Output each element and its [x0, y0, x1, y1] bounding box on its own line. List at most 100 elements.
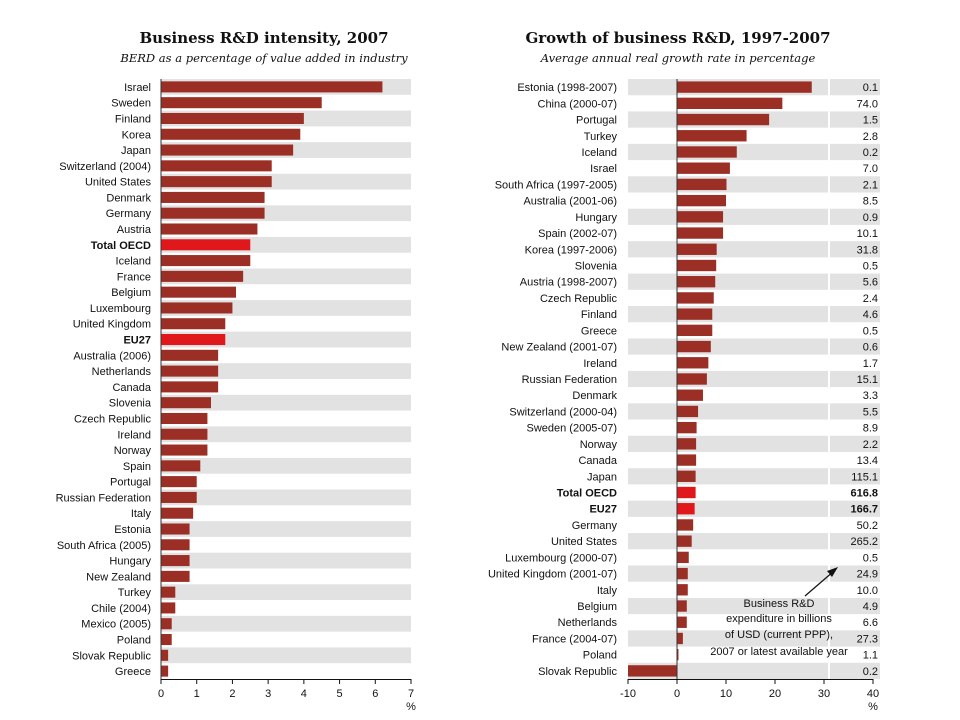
bar — [161, 381, 219, 393]
row-stripe — [161, 394, 411, 411]
expenditure-value: 8.9 — [863, 423, 878, 435]
bar — [677, 632, 683, 645]
bar — [161, 334, 226, 346]
bar — [677, 616, 687, 628]
bar — [677, 486, 696, 499]
bar — [677, 211, 724, 223]
bar — [677, 178, 727, 191]
category-label: Sweden (2005-07) — [526, 423, 617, 435]
x-tick-label: 6 — [372, 688, 378, 700]
right-chart-title: Growth of business R&D, 1997-2007 — [525, 29, 830, 47]
bar — [677, 454, 697, 466]
bar — [161, 239, 251, 251]
category-label: Hungary — [575, 212, 617, 224]
x-tick-label: 20 — [769, 688, 781, 700]
expenditure-value: 0.5 — [863, 325, 878, 337]
category-label: EU27 — [123, 335, 151, 347]
category-label: Luxembourg (2000-07) — [505, 552, 617, 564]
bar — [161, 539, 190, 551]
bar — [677, 162, 730, 174]
bar — [161, 81, 383, 93]
category-label: Denmark — [572, 390, 617, 402]
bar — [161, 491, 197, 503]
category-label: Czech Republic — [74, 413, 152, 425]
category-label: Russian Federation — [522, 374, 617, 386]
category-label: Switzerland (2000-04) — [509, 406, 617, 418]
left-chart-panel: Israel Sweden Finland Korea Japan Switzerland… — [56, 79, 416, 713]
category-label: Hungary — [109, 556, 151, 568]
bar — [677, 227, 724, 239]
bar — [677, 130, 747, 142]
expenditure-value: 5.5 — [863, 406, 878, 418]
category-label: Norway — [580, 439, 618, 451]
annotation-line-4: 2007 or latest available year — [710, 646, 848, 658]
x-tick-label: 3 — [265, 688, 271, 700]
category-label: EU27 — [589, 504, 617, 516]
bar — [677, 292, 714, 304]
row-stripe — [628, 403, 880, 420]
category-label: Estonia (1998-2007) — [517, 82, 617, 94]
row-stripe — [628, 468, 880, 485]
bar — [161, 365, 219, 377]
bar — [677, 259, 717, 272]
bar — [161, 207, 265, 219]
row-stripe — [161, 489, 411, 506]
expenditure-value: 115.1 — [851, 471, 878, 483]
x-tick-label: 1 — [194, 688, 200, 700]
bar — [161, 555, 190, 567]
category-label: Netherlands — [92, 366, 152, 378]
bar — [677, 519, 694, 531]
bar — [161, 649, 169, 661]
x-tick-label: 30 — [818, 688, 830, 700]
bar — [677, 503, 695, 515]
expenditure-value: 6.6 — [863, 617, 878, 629]
expenditure-value: 3.3 — [863, 390, 878, 402]
category-label: Ireland — [117, 429, 151, 441]
row-stripe — [628, 597, 880, 615]
category-label: Netherlands — [558, 617, 618, 629]
category-label: Belgium — [577, 601, 617, 613]
category-label: Chile (2004) — [91, 603, 151, 615]
expenditure-value: 0.2 — [863, 147, 878, 159]
category-label: Israel — [590, 163, 617, 175]
category-label: Czech Republic — [540, 293, 618, 305]
bar — [677, 243, 717, 255]
annotation-arrow — [804, 570, 835, 597]
row-stripe — [628, 533, 880, 550]
category-label: Korea — [122, 129, 152, 141]
category-label: Canada — [112, 382, 151, 394]
expenditure-value: 1.5 — [863, 115, 878, 127]
annotation-line-1: Business R&D — [744, 598, 815, 610]
annotation-arrowhead — [827, 567, 838, 577]
category-label: Spain — [123, 461, 151, 473]
expenditure-value: 10.0 — [857, 585, 878, 597]
row-stripe — [628, 630, 880, 647]
bar — [161, 634, 172, 646]
row-stripe — [628, 338, 880, 355]
category-label: France — [117, 271, 151, 283]
bar — [161, 460, 201, 472]
bar — [677, 438, 697, 450]
expenditure-value: 1.7 — [863, 358, 878, 370]
x-unit-label: % — [868, 701, 878, 713]
bar — [677, 194, 726, 207]
x-tick-label: 2 — [229, 688, 235, 700]
row-stripe — [161, 521, 411, 537]
row-stripe — [628, 500, 880, 517]
row-stripe — [161, 363, 411, 379]
category-label: Finland — [581, 309, 617, 321]
category-label: Portugal — [576, 115, 617, 127]
category-label: New Zealand — [86, 571, 151, 583]
bar — [677, 97, 783, 109]
bar — [677, 81, 812, 93]
expenditure-value: 74.0 — [857, 98, 878, 110]
bar — [677, 405, 699, 418]
row-stripe — [161, 426, 411, 443]
category-label: Greece — [115, 666, 151, 678]
expenditure-value: 166.7 — [850, 504, 878, 516]
row-stripe — [628, 435, 880, 452]
expenditure-value: 1.1 — [863, 650, 878, 662]
bar — [677, 470, 696, 482]
category-label: Luxembourg — [90, 303, 151, 315]
